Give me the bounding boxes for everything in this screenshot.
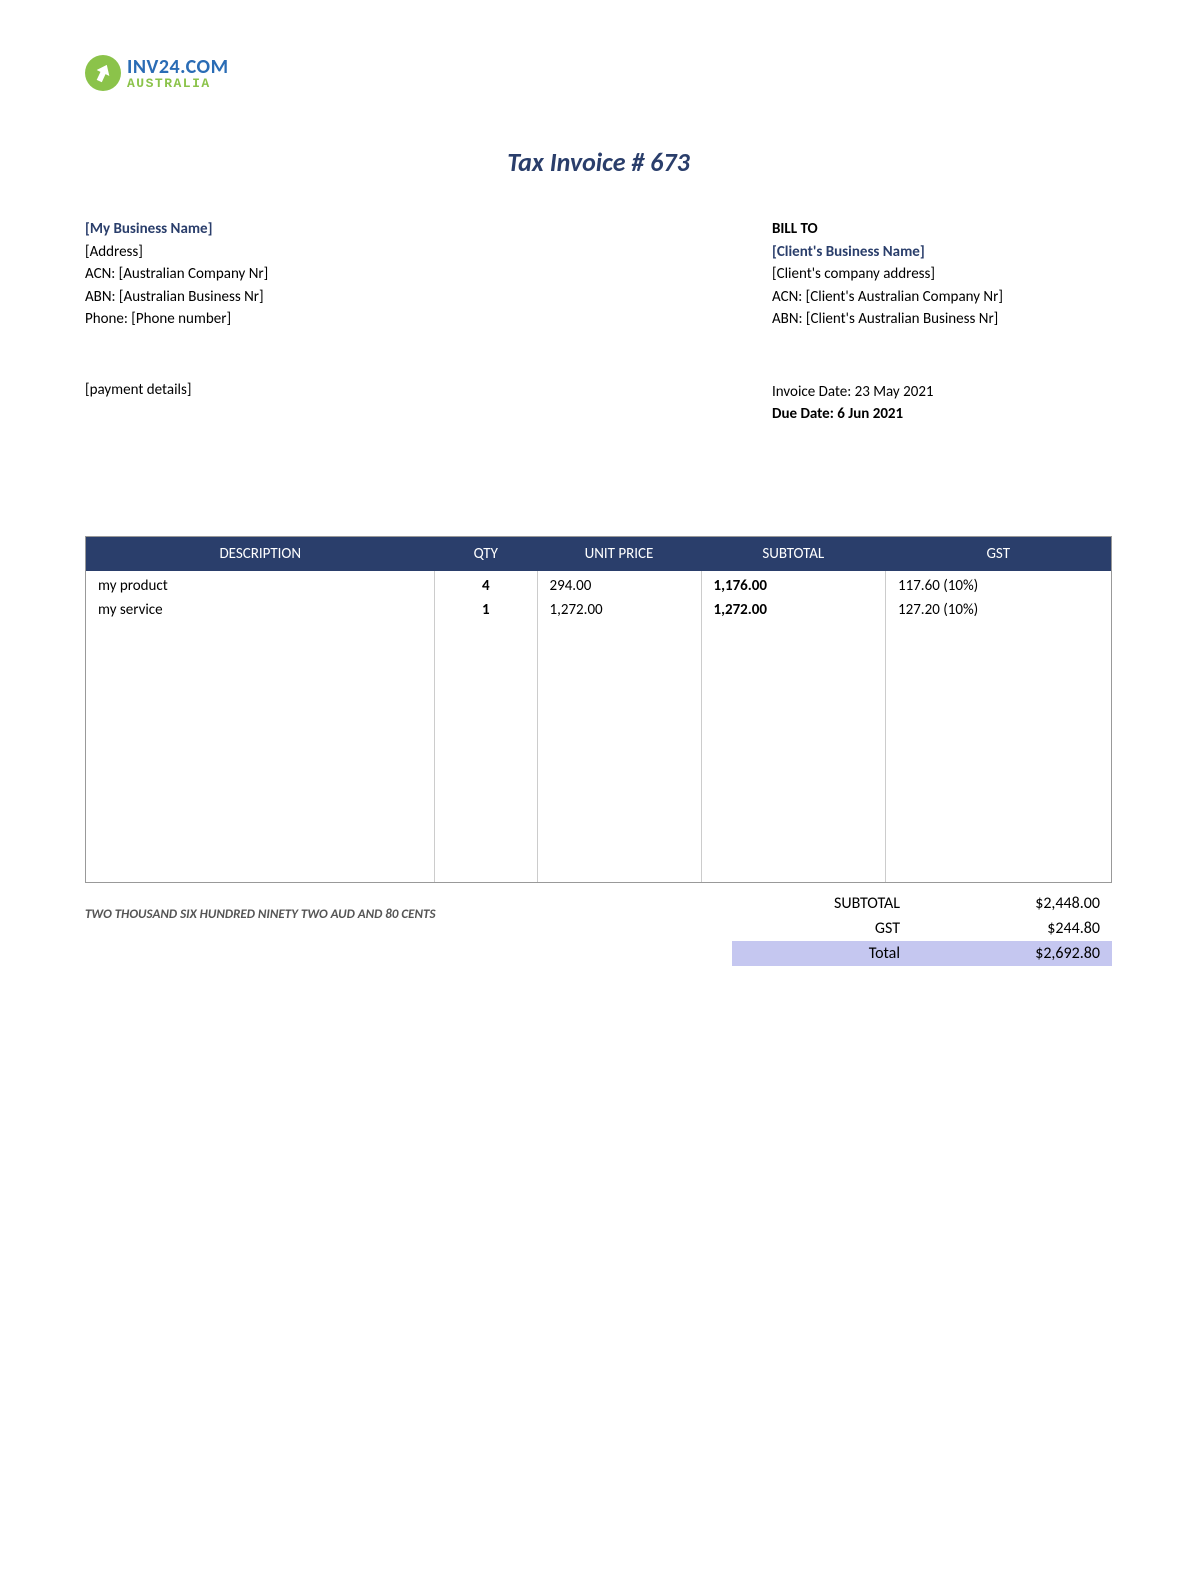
seller-acn: ACN: [Australian Company Nr]: [85, 263, 268, 286]
cell-subtotal: 1,272.00: [701, 598, 886, 622]
seller-abn: ABN: [Australian Business Nr]: [85, 286, 268, 309]
cell-qty: 1: [435, 598, 538, 622]
amount-in-words: TWO THOUSAND SIX HUNDRED NINETY TWO AUD …: [85, 891, 436, 922]
logo-main-text: INV24.COM: [127, 57, 229, 77]
seller-name: [My Business Name]: [85, 218, 268, 241]
items-table: DESCRIPTION QTY UNIT PRICE SUBTOTAL GST …: [86, 537, 1111, 882]
due-date: 6 Jun 2021: [837, 405, 903, 423]
dates-block: Invoice Date: 23 May 2021 Due Date: 6 Ju…: [772, 381, 1112, 426]
cell-gst: 117.60 (10%): [886, 571, 1112, 598]
cell-description: my service: [86, 598, 435, 622]
gst-label: GST: [732, 919, 1000, 938]
logo: INV24.COM AUSTRALIA: [85, 55, 1112, 91]
invoice-date-label: Invoice Date:: [772, 383, 855, 401]
table-row: my service 1 1,272.00 1,272.00 127.20 (1…: [86, 598, 1111, 622]
table-row: my product 4 294.00 1,176.00 117.60 (10%…: [86, 571, 1111, 598]
invoice-title: Tax Invoice # 673: [85, 146, 1112, 178]
seller-block: [My Business Name] [Address] ACN: [Austr…: [85, 218, 268, 331]
th-description: DESCRIPTION: [86, 537, 435, 571]
total-label: Total: [732, 944, 1000, 963]
th-unit-price: UNIT PRICE: [537, 537, 701, 571]
client-name: [Client's Business Name]: [772, 241, 1112, 264]
th-gst: GST: [886, 537, 1112, 571]
cell-unit-price: 1,272.00: [537, 598, 701, 622]
cell-qty: 4: [435, 571, 538, 598]
table-row-spacer: [86, 622, 1111, 882]
invoice-date: 23 May 2021: [855, 383, 934, 401]
totals-block: SUBTOTAL $2,448.00 GST $244.80 Total $2,…: [732, 891, 1112, 966]
logo-sub-text: AUSTRALIA: [127, 77, 229, 90]
client-acn: ACN: [Client's Australian Company Nr]: [772, 286, 1112, 309]
total-value: $2,692.80: [1000, 944, 1100, 963]
meta-section: [payment details] Invoice Date: 23 May 2…: [85, 381, 1112, 426]
subtotal-label: SUBTOTAL: [732, 894, 1000, 913]
bill-to-heading: BILL TO: [772, 218, 1112, 241]
subtotal-value: $2,448.00: [1000, 894, 1100, 913]
seller-phone: Phone: [Phone number]: [85, 308, 268, 331]
bill-to-block: BILL TO [Client's Business Name] [Client…: [772, 218, 1112, 331]
cell-description: my product: [86, 571, 435, 598]
payment-details: [payment details]: [85, 381, 191, 426]
client-abn: ABN: [Client's Australian Business Nr]: [772, 308, 1112, 331]
th-qty: QTY: [435, 537, 538, 571]
cell-subtotal: 1,176.00: [701, 571, 886, 598]
logo-icon: [85, 55, 121, 91]
cell-unit-price: 294.00: [537, 571, 701, 598]
th-subtotal: SUBTOTAL: [701, 537, 886, 571]
items-table-wrap: DESCRIPTION QTY UNIT PRICE SUBTOTAL GST …: [85, 536, 1112, 883]
seller-address: [Address]: [85, 241, 268, 264]
footer-section: TWO THOUSAND SIX HUNDRED NINETY TWO AUD …: [85, 891, 1112, 966]
gst-value: $244.80: [1000, 919, 1100, 938]
cell-gst: 127.20 (10%): [886, 598, 1112, 622]
due-date-label: Due Date:: [772, 405, 837, 423]
info-section: [My Business Name] [Address] ACN: [Austr…: [85, 218, 1112, 331]
client-address: [Client's company address]: [772, 263, 1112, 286]
